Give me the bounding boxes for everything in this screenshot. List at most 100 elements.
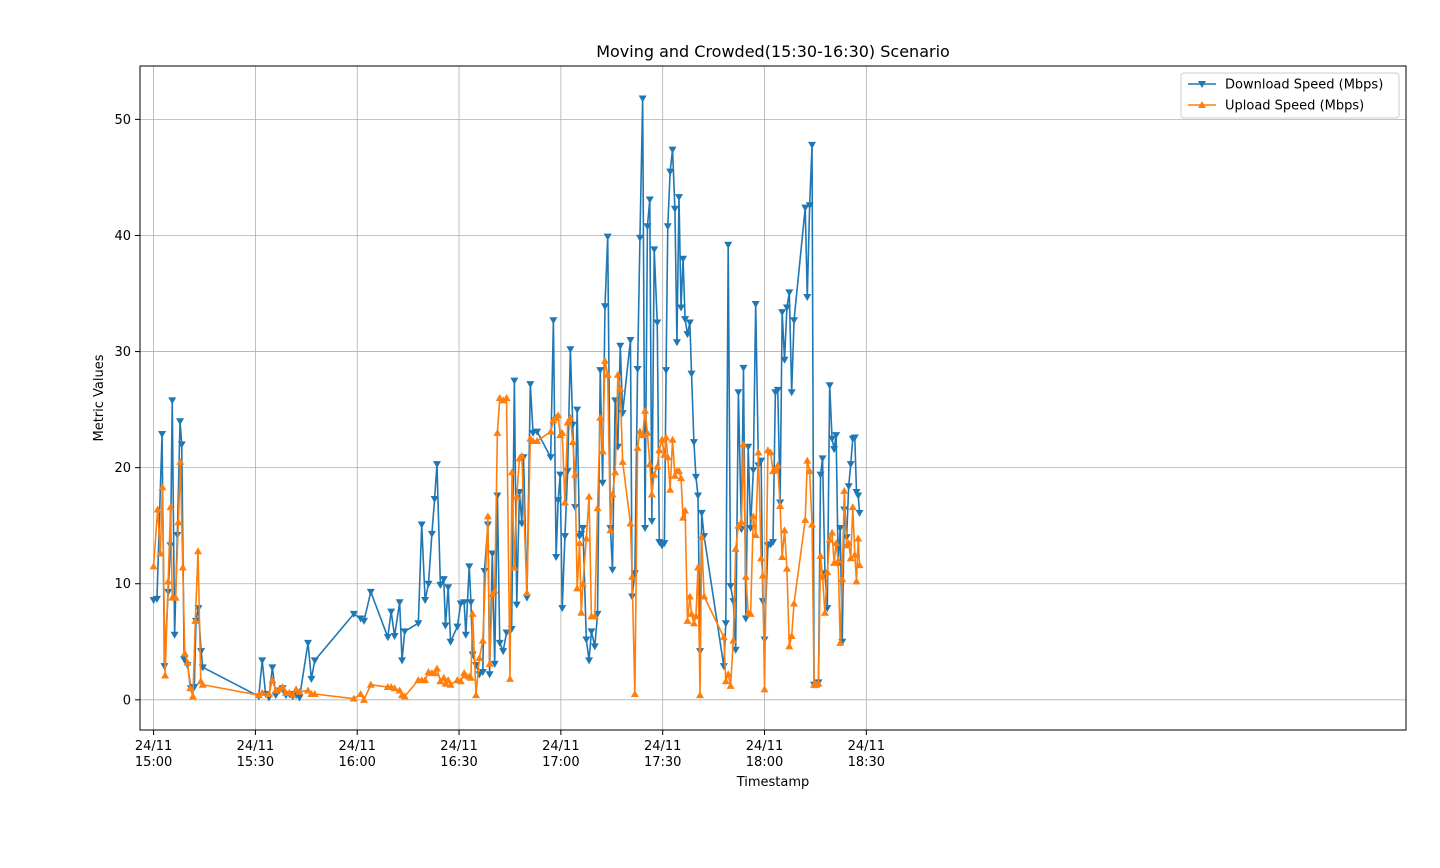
data-point-marker	[844, 539, 853, 547]
data-point-marker	[670, 471, 679, 479]
data-point-marker	[475, 654, 484, 662]
data-point-marker	[645, 196, 654, 204]
data-point-marker	[685, 592, 694, 600]
data-point-marker	[387, 608, 396, 616]
data-point-marker	[446, 680, 455, 688]
data-point-marker	[171, 593, 180, 601]
data-point-marker	[444, 676, 453, 684]
data-point-marker	[465, 563, 474, 571]
data-point-marker	[603, 370, 612, 378]
data-point-marker	[356, 690, 365, 698]
data-point-marker	[668, 435, 677, 443]
data-point-marker	[546, 427, 555, 435]
data-point-marker	[838, 575, 847, 583]
data-point-marker	[803, 456, 812, 464]
data-point-marker	[633, 443, 642, 451]
data-point-marker	[618, 457, 627, 465]
x-tick-label-date: 24/11	[237, 739, 274, 754]
data-point-marker	[852, 577, 861, 585]
legend-marker	[1198, 101, 1206, 108]
data-point-marker	[176, 418, 185, 426]
data-point-marker	[691, 612, 700, 620]
data-point-marker	[830, 558, 839, 566]
data-point-marker	[444, 584, 453, 592]
data-point-marker	[638, 95, 647, 103]
data-point-marker	[400, 692, 409, 700]
data-point-marker	[785, 289, 794, 297]
data-point-marker	[780, 526, 789, 534]
data-point-marker	[552, 554, 561, 562]
data-point-marker	[655, 446, 664, 454]
data-point-marker	[493, 492, 502, 500]
x-tick-label: 24/11 17:30	[644, 739, 681, 770]
data-point-marker	[697, 533, 706, 541]
data-point-marker	[400, 628, 409, 636]
data-point-marker	[683, 331, 692, 339]
data-point-marker	[533, 428, 542, 436]
data-point-marker	[598, 447, 607, 455]
data-point-marker	[816, 471, 825, 479]
data-point-marker	[488, 550, 497, 558]
data-point-marker	[582, 636, 591, 644]
x-tick-label: 24/11 18:00	[746, 739, 783, 770]
data-point-marker	[613, 370, 622, 378]
data-point-marker	[801, 204, 810, 212]
data-point-marker	[593, 504, 602, 512]
data-point-marker	[478, 668, 487, 676]
data-point-marker	[836, 638, 845, 646]
x-tick-label-date: 24/11	[135, 739, 172, 754]
data-point-marker	[153, 505, 162, 513]
x-tick-label-date: 24/11	[338, 739, 375, 754]
data-point-marker	[662, 367, 671, 375]
data-point-marker	[790, 599, 799, 607]
data-point-marker	[254, 691, 263, 699]
legend-marker	[1198, 81, 1206, 88]
data-point-marker	[782, 564, 791, 572]
data-point-marker	[674, 467, 683, 475]
data-point-marker	[436, 581, 445, 589]
data-point-marker	[278, 683, 287, 691]
data-point-marker	[554, 411, 563, 419]
data-point-marker	[785, 642, 794, 650]
data-point-marker	[522, 589, 531, 597]
data-point-marker	[801, 515, 810, 523]
data-point-marker	[310, 690, 319, 698]
data-point-marker	[395, 599, 404, 607]
data-point-marker	[814, 679, 823, 687]
data-point-marker	[836, 525, 845, 533]
data-point-marker	[421, 596, 430, 604]
data-point-marker	[787, 389, 796, 397]
data-point-marker	[430, 495, 439, 503]
data-point-marker	[746, 609, 755, 617]
data-point-marker	[258, 688, 267, 696]
x-tick-label: 24/11 16:30	[440, 739, 477, 770]
data-point-marker	[546, 454, 555, 462]
data-point-marker	[729, 598, 738, 606]
y-tick-label: 40	[114, 229, 131, 244]
data-point-marker	[854, 492, 863, 500]
data-point-marker	[681, 316, 690, 324]
data-point-marker	[672, 339, 681, 347]
data-point-marker	[641, 525, 650, 533]
data-point-marker	[677, 304, 686, 312]
data-point-marker	[766, 448, 775, 456]
data-point-marker	[174, 518, 183, 526]
x-tick-label-time: 18:00	[746, 755, 783, 770]
data-point-marker	[478, 636, 487, 644]
x-tick-label: 24/11 15:30	[237, 739, 274, 770]
x-tick-label-time: 18:30	[848, 755, 885, 770]
data-point-marker	[846, 554, 855, 562]
data-point-marker	[563, 418, 572, 426]
data-point-marker	[739, 440, 748, 448]
data-point-marker	[693, 492, 702, 500]
data-point-marker	[681, 506, 690, 514]
data-point-marker	[603, 233, 612, 241]
data-point-marker	[149, 562, 158, 570]
data-point-marker	[855, 509, 864, 517]
x-tick-label-time: 17:30	[644, 755, 681, 770]
data-point-marker	[188, 692, 197, 700]
data-point-marker	[439, 673, 448, 681]
data-point-marker	[650, 246, 659, 254]
